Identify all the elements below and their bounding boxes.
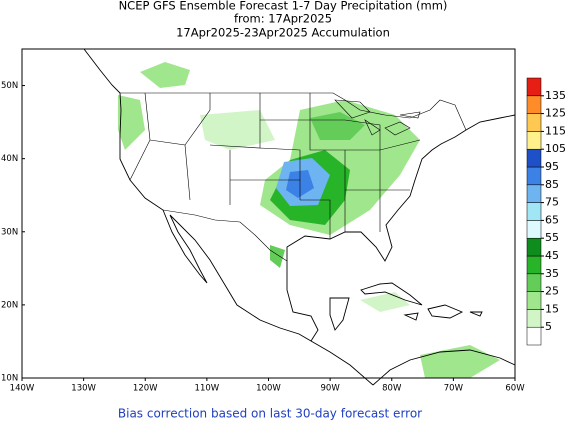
precip-area	[270, 245, 285, 268]
legend-swatch	[526, 95, 542, 114]
subtitle-period: 17Apr2025-23Apr2025 Accumulation	[176, 26, 390, 40]
legend-swatch	[526, 326, 542, 346]
lat-tick-label: 30N	[1, 227, 18, 237]
coastline	[329, 297, 350, 331]
legend-label: 135	[545, 89, 566, 102]
legend-label: 85	[545, 178, 559, 191]
island	[403, 312, 419, 321]
map-area	[21, 48, 516, 386]
lon-tick-label: 140W	[10, 384, 35, 394]
coastline	[286, 114, 516, 342]
legend-label: 95	[545, 160, 559, 173]
legend-label: 65	[545, 213, 559, 226]
legend-label: 105	[545, 142, 566, 155]
map-frame	[21, 48, 516, 379]
legend-swatch	[526, 184, 542, 203]
island	[360, 282, 423, 306]
legend-label: 35	[545, 267, 559, 280]
lon-tick-label: 110W	[195, 384, 220, 394]
legend-label: 125	[545, 107, 566, 120]
lon-tick-label: 100W	[256, 384, 281, 394]
legend-label: 15	[545, 302, 559, 315]
precip-area	[118, 95, 145, 150]
color-legend: 5 15 25 35 45 55 65 75 85 95 105 115 125 135	[526, 77, 566, 346]
border	[120, 92, 467, 131]
legend-label: 45	[545, 249, 559, 262]
legend-swatch	[526, 166, 542, 186]
lat-tick-label: 40N	[1, 154, 18, 164]
lon-tick-label: 70W	[444, 384, 464, 394]
legend-swatch	[526, 77, 542, 97]
footer-note: Bias correction based on last 30-day for…	[118, 407, 422, 421]
legend-label: 55	[545, 231, 559, 244]
lon-tick-label: 60W	[505, 384, 525, 394]
lat-tick-label: 10N	[1, 374, 18, 384]
lat-tick-label: 20N	[1, 300, 18, 310]
legend-swatch	[526, 113, 542, 132]
precip-area	[140, 62, 190, 88]
legend-swatch	[526, 291, 542, 310]
island	[427, 304, 464, 319]
island	[469, 311, 483, 317]
title: NCEP GFS Ensemble Forecast 1-7 Day Preci…	[119, 0, 448, 13]
coastline	[372, 349, 516, 386]
legend-swatch	[526, 273, 542, 292]
legend-swatch	[526, 148, 542, 168]
legend-label: 115	[545, 124, 566, 137]
lon-tick-label: 120W	[133, 384, 158, 394]
border	[162, 209, 288, 262]
precip-area	[360, 292, 410, 312]
lon-tick-label: 80W	[382, 384, 402, 394]
legend-swatch	[526, 255, 542, 275]
legend-label: 75	[545, 196, 559, 209]
precip-area	[310, 112, 365, 140]
lat-tick-label: 50N	[1, 81, 18, 91]
legend-label: 25	[545, 285, 559, 298]
great-lakes	[334, 99, 421, 136]
subtitle-from: from: 17Apr2025	[234, 12, 332, 26]
precip-area	[420, 345, 500, 378]
legend-swatch	[526, 237, 542, 257]
lon-tick-label: 90W	[321, 384, 341, 394]
coastline	[83, 48, 374, 386]
legend-label: 5	[545, 320, 552, 333]
lon-tick-label: 130W	[71, 384, 96, 394]
legend-swatch	[526, 202, 542, 221]
legend-swatch	[526, 131, 542, 150]
state-borders	[129, 92, 421, 239]
legend-swatch	[526, 309, 542, 328]
legend-swatch	[526, 220, 542, 239]
precip-shading	[118, 62, 500, 378]
precip-area	[200, 110, 275, 150]
